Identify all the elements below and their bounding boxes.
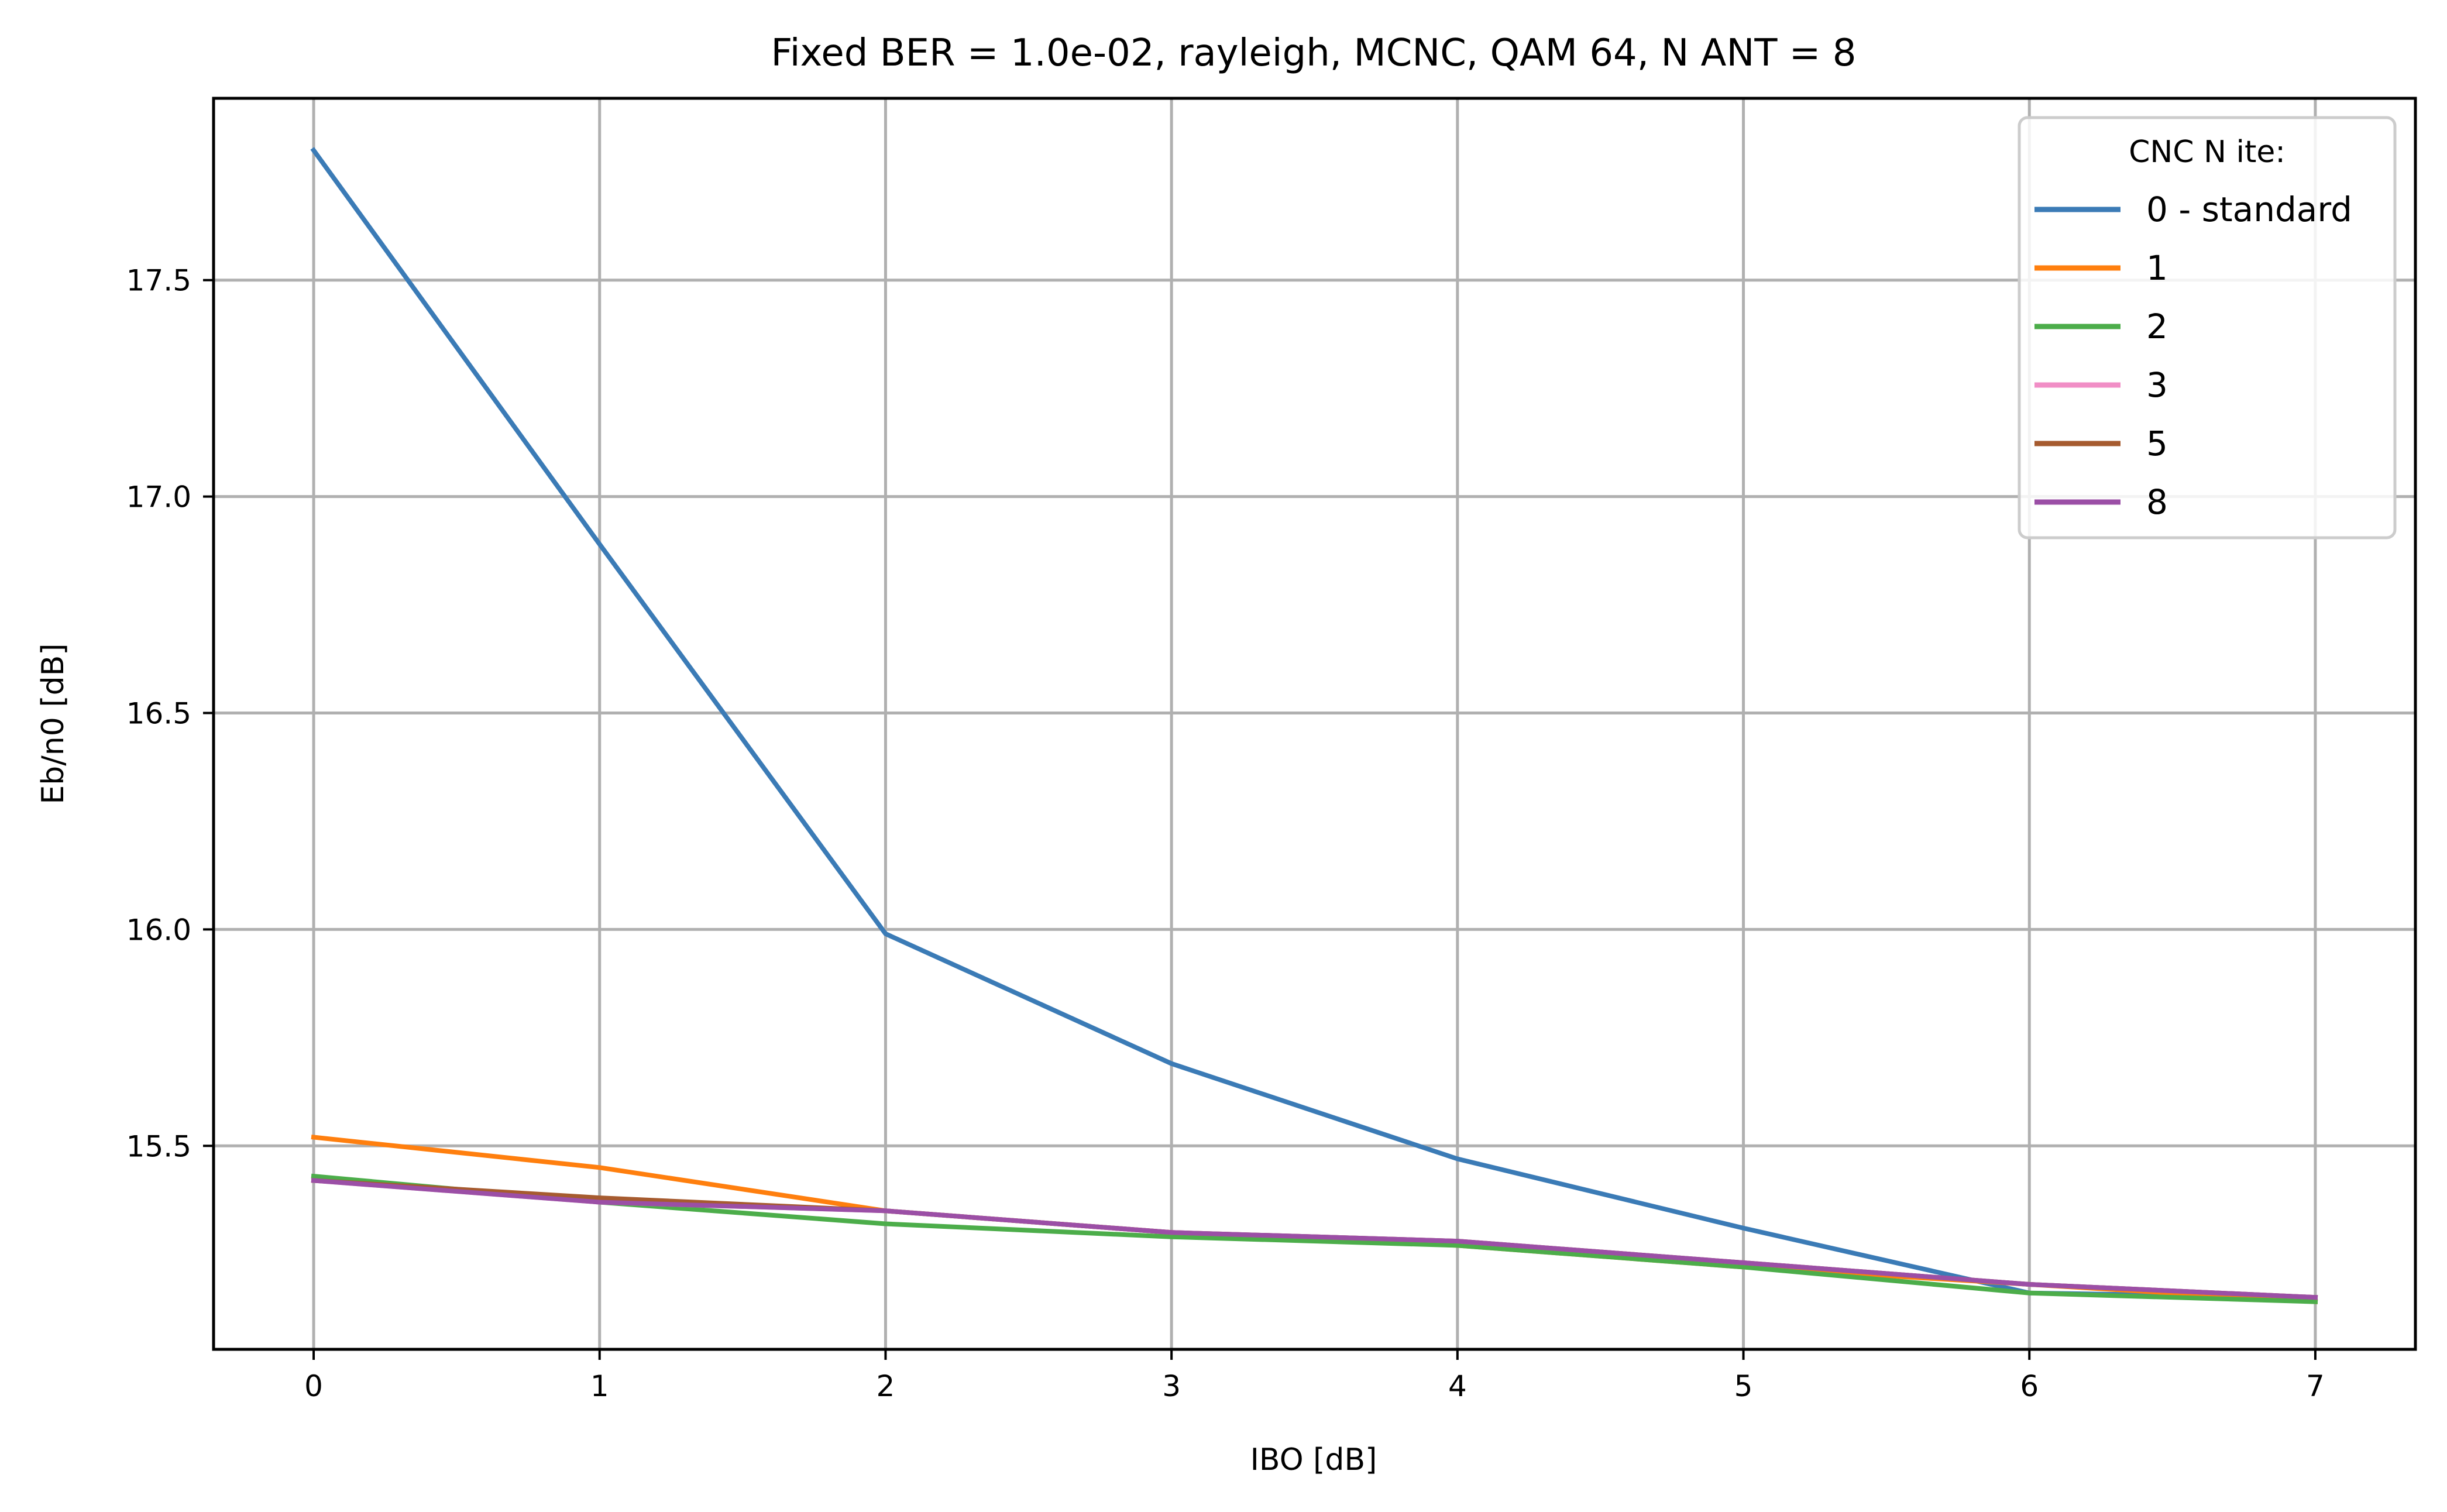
axis-ticks: 0 1 2 3 4 5 6 7 15.5 16.0 16.5 17.0 17.5 (126, 264, 2325, 1403)
series-line-0 (310, 147, 2318, 1300)
series-line-8 (311, 1178, 2318, 1300)
x-tick-label: 2 (877, 1369, 895, 1403)
x-tick-label: 0 (304, 1369, 323, 1403)
data-series (310, 147, 2318, 1304)
x-axis-label: IBO [dB] (1250, 1442, 1377, 1477)
legend-label: 0 - standard (2146, 190, 2352, 229)
x-tick-label: 5 (1734, 1369, 1753, 1403)
y-tick-label: 15.5 (126, 1129, 191, 1163)
x-tick-label: 7 (2306, 1369, 2325, 1403)
y-tick-label: 17.5 (126, 264, 191, 298)
x-tick-label: 3 (1162, 1369, 1181, 1403)
y-tick-label: 16.0 (126, 913, 191, 947)
x-tick-label: 6 (2020, 1369, 2039, 1403)
y-tick-label: 17.0 (126, 480, 191, 514)
legend-label: 8 (2146, 482, 2168, 522)
legend-label: 3 (2146, 365, 2168, 405)
legend-label: 2 (2146, 307, 2168, 346)
y-axis-label: Eb/n0 [dB] (36, 643, 71, 804)
x-tick-label: 4 (1448, 1369, 1467, 1403)
x-tick-label: 1 (590, 1369, 609, 1403)
legend-box (2018, 116, 2397, 539)
legend-label: 1 (2146, 248, 2168, 288)
plot-frame (212, 97, 2417, 1351)
chart-title: Fixed BER = 1.0e-02, rayleigh, MCNC, QAM… (771, 32, 1857, 75)
legend-label: 5 (2146, 424, 2168, 463)
legend-title: CNC N ite: (2129, 135, 2286, 170)
series-line-1 (311, 1135, 2318, 1304)
y-tick-label: 16.5 (126, 697, 191, 731)
legend: CNC N ite: 0 - standard 1 2 3 5 8 (2018, 116, 2397, 539)
